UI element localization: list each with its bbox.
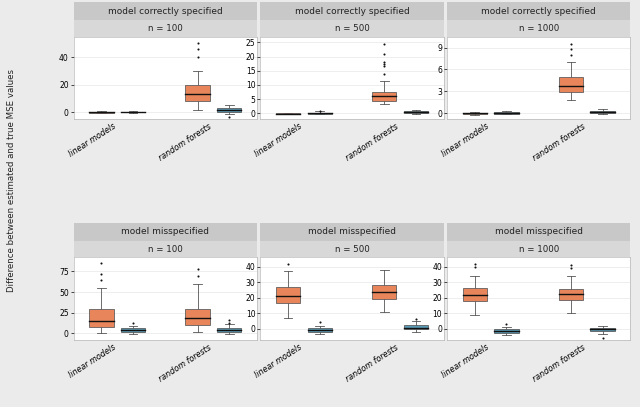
- Bar: [186, 85, 210, 101]
- Bar: [590, 328, 615, 331]
- Bar: [494, 328, 518, 333]
- Bar: [217, 108, 241, 112]
- Bar: [186, 309, 210, 325]
- Bar: [404, 111, 428, 113]
- Text: Difference between estimated and true MSE values: Difference between estimated and true MS…: [7, 69, 16, 291]
- Text: n = 100: n = 100: [148, 24, 182, 33]
- Text: n = 1000: n = 1000: [518, 245, 559, 254]
- Bar: [89, 112, 114, 113]
- Bar: [404, 325, 428, 329]
- Text: n = 100: n = 100: [148, 245, 182, 254]
- Bar: [308, 328, 332, 332]
- Bar: [559, 289, 583, 300]
- Bar: [308, 112, 332, 114]
- Bar: [89, 309, 114, 328]
- Text: model correctly specified: model correctly specified: [294, 7, 410, 16]
- Bar: [494, 112, 518, 114]
- Bar: [276, 113, 300, 114]
- Bar: [463, 288, 487, 301]
- Text: model misspecified: model misspecified: [308, 228, 396, 236]
- Bar: [463, 113, 487, 114]
- Text: model correctly specified: model correctly specified: [108, 7, 223, 16]
- Bar: [121, 328, 145, 333]
- Text: n = 500: n = 500: [335, 24, 369, 33]
- Bar: [590, 111, 615, 113]
- Text: n = 1000: n = 1000: [518, 24, 559, 33]
- Bar: [372, 92, 396, 101]
- Bar: [559, 77, 583, 92]
- Text: model misspecified: model misspecified: [495, 228, 582, 236]
- Text: model misspecified: model misspecified: [122, 228, 209, 236]
- Bar: [276, 287, 300, 303]
- Text: model correctly specified: model correctly specified: [481, 7, 596, 16]
- Text: n = 500: n = 500: [335, 245, 369, 254]
- Bar: [372, 284, 396, 300]
- Bar: [217, 328, 241, 333]
